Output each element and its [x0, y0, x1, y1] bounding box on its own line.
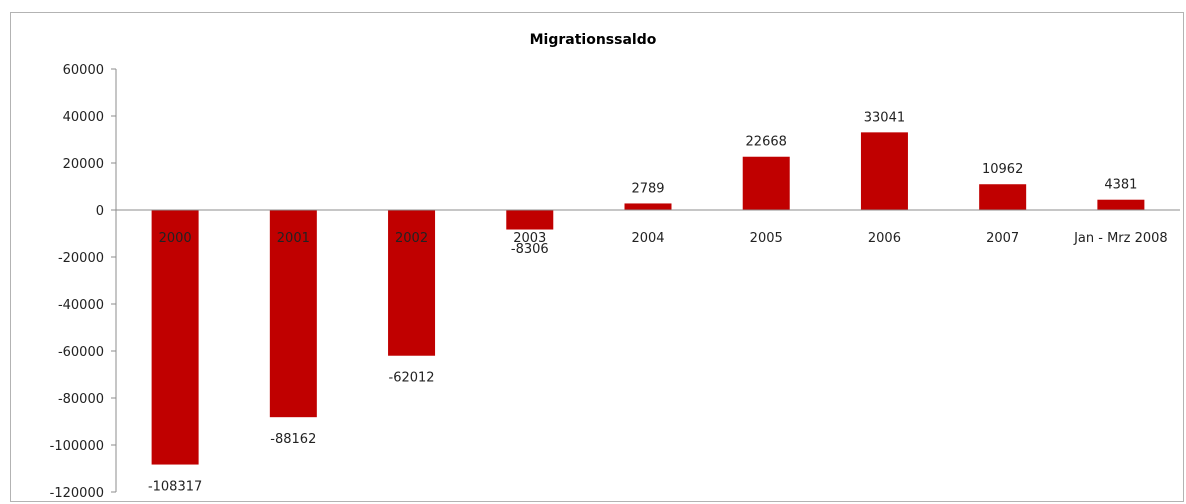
data-label: 10962	[982, 162, 1023, 177]
data-label: 22668	[746, 135, 787, 150]
category-label: 2002	[395, 231, 428, 246]
bar	[860, 132, 908, 210]
y-tick-label: -120000	[50, 486, 104, 501]
data-label: -108317	[148, 480, 202, 495]
y-tick-label: -40000	[58, 298, 104, 313]
category-label: 2006	[868, 231, 901, 246]
category-label: 2001	[277, 231, 310, 246]
category-label: 2005	[750, 231, 783, 246]
y-tick-label: -80000	[58, 392, 104, 407]
bar	[979, 184, 1027, 210]
category-label: Jan - Mrz 2008	[1073, 231, 1168, 246]
bar	[1097, 199, 1145, 210]
bar	[269, 210, 317, 418]
y-tick-label: -20000	[58, 251, 104, 266]
data-label: 33041	[864, 110, 905, 125]
chart-frame	[10, 12, 1184, 502]
data-labels: -108317 -88162 -62012 -8306 2789 22668 33041 10…	[148, 110, 1137, 494]
category-label: 2004	[631, 231, 664, 246]
y-tick-label: -60000	[58, 345, 104, 360]
bar	[624, 203, 672, 210]
y-tick-label: 60000	[63, 63, 104, 78]
y-tick-label: 40000	[63, 110, 104, 125]
data-label: -88162	[270, 432, 316, 447]
category-labels: 2000 2001 2002 2003 2004 2005 2006 2007 Jan - Mr…	[159, 231, 1168, 246]
y-tick-label: -100000	[50, 439, 104, 454]
category-label: 2000	[159, 231, 192, 246]
bar	[388, 210, 436, 356]
bar	[151, 210, 199, 465]
bar	[742, 156, 790, 210]
data-label: -8306	[511, 242, 549, 257]
bars	[151, 132, 1145, 465]
data-label: -62012	[389, 371, 435, 386]
data-label: 2789	[631, 181, 664, 196]
y-tick-label: 20000	[63, 157, 104, 172]
category-label: 2007	[986, 231, 1019, 246]
category-label: 2003	[513, 231, 546, 246]
y-tick-label: 0	[96, 204, 104, 219]
data-label: 4381	[1104, 178, 1137, 193]
chart-title: Migrationssaldo	[530, 32, 657, 48]
bar	[506, 210, 554, 230]
y-axis: 60000 40000 20000 0 -20000 -40000 -60000 -80000…	[50, 63, 117, 501]
